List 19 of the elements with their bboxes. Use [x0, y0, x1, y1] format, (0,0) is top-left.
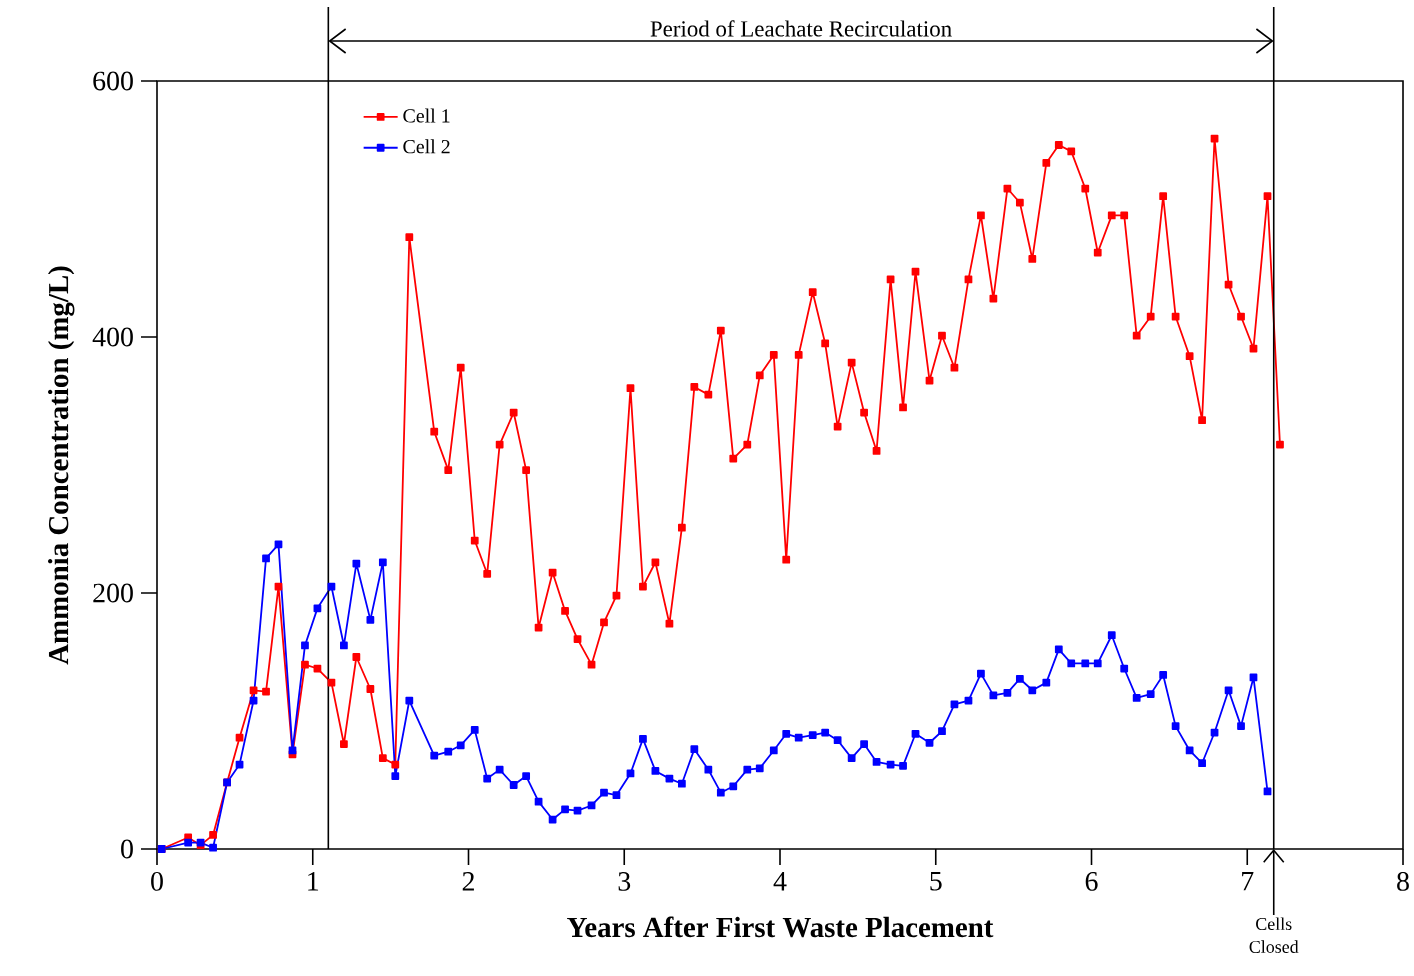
legend-label: Cell 2: [403, 139, 450, 154]
x-tick-label: 0: [151, 872, 163, 891]
x-tick-label: 4: [773, 872, 787, 891]
x-tick-label: 3: [618, 872, 631, 891]
x-tick-label: 5: [930, 872, 942, 891]
y-tick-label: 400: [92, 327, 133, 347]
y-tick-label: 600: [93, 71, 133, 91]
x-tick-label: 6: [1085, 872, 1098, 891]
ref-line-label: Cells Closed: [1249, 917, 1299, 953]
x-tick-label: 1: [308, 872, 319, 891]
x-tick-label: 2: [462, 872, 474, 891]
text: Period of Leachate Recirculation: [650, 20, 952, 37]
y-axis-title: Ammonia Concentration (mg/L): [48, 266, 75, 665]
x-tick-label: 7: [1242, 872, 1254, 891]
y-tick-label: 200: [93, 583, 133, 603]
y-tick-label: 0: [121, 839, 133, 859]
legend-label: Cell 1: [403, 108, 450, 123]
x-tick-label: 8: [1397, 872, 1409, 891]
x-axis-title: Years After First Waste Placement: [567, 916, 994, 938]
